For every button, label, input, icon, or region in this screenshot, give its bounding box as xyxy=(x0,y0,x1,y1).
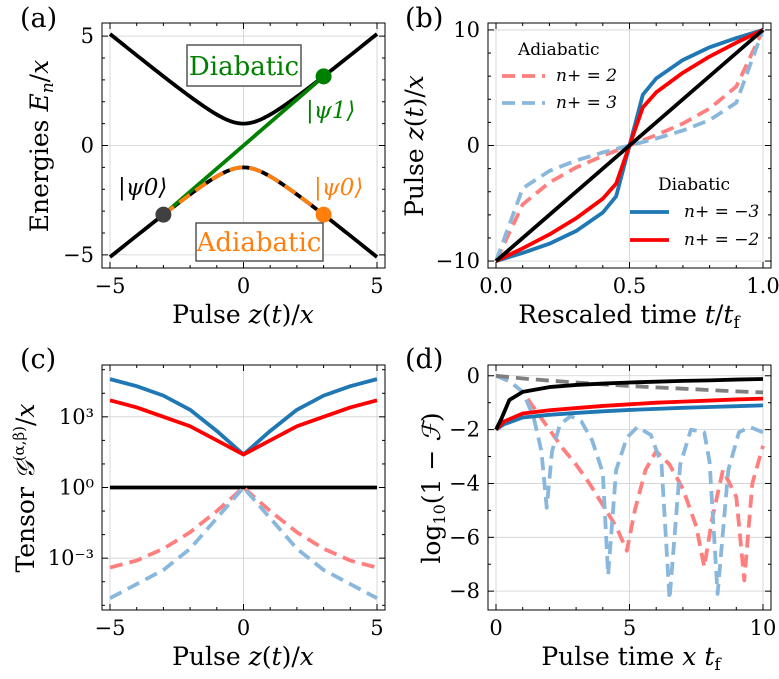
x-tick-label: −5 xyxy=(95,616,126,640)
adiabatic-label: Adiabatic xyxy=(196,228,322,258)
y-tick-label: −6 xyxy=(449,525,480,549)
diabatic-box xyxy=(186,44,302,87)
series-group xyxy=(494,28,765,263)
c-xlabel: Pulse z(t)/x xyxy=(172,642,314,671)
y-tick-label: −8 xyxy=(449,579,480,603)
series-grey-dashed xyxy=(495,373,764,395)
panel-label-a: (a) xyxy=(20,3,57,34)
series-n-3-adiabatic xyxy=(495,374,764,602)
y-tick-label: −2 xyxy=(449,418,480,442)
series-diabatic-path xyxy=(162,74,325,217)
panel-label-b: (b) xyxy=(405,3,443,34)
x-tick-label: 5 xyxy=(370,274,383,298)
x-tick-label: 0.5 xyxy=(613,274,646,298)
legend-diabatic-title: Diabatic xyxy=(658,175,730,195)
panel-c: −5 0 5 10⁻³ 10⁰ 10³ xyxy=(48,364,386,640)
x-tick-label: 0.0 xyxy=(479,274,512,298)
x-tick-label: 10 xyxy=(750,616,777,640)
x-tick-label: 0 xyxy=(237,274,250,298)
panel-label-d: (d) xyxy=(405,344,443,375)
marker-0start xyxy=(155,206,172,223)
x-tick-label: −5 xyxy=(95,274,126,298)
marker-1 xyxy=(315,68,332,85)
psi0-left-label: |ψ0⟩ xyxy=(118,175,167,201)
series-group xyxy=(494,373,765,602)
series-black xyxy=(494,377,764,431)
c-ylabel: Tensor 𝒢(α,β)/x xyxy=(10,403,40,572)
marker-0end xyxy=(315,206,332,223)
legend-adiabatic-title: Adiabatic xyxy=(517,40,600,60)
psi0-right-label: |ψ0⟩ xyxy=(314,175,363,201)
legend-entry-nm3: n+ = −3 xyxy=(684,202,759,222)
series-n-3 xyxy=(109,485,378,600)
y-tick-label: 5 xyxy=(81,24,94,48)
psi1-label: |ψ1⟩ xyxy=(306,98,355,124)
plot-layer: Diabatic Adiabatic |ψ1⟩ |ψ0⟩ |ψ0⟩ −5 0 5 −5 0 5 0.0… xyxy=(48,18,779,640)
x-tick-label: 0 xyxy=(237,616,250,640)
x-tick-label: 5 xyxy=(370,616,383,640)
x-tick-label: 0 xyxy=(489,616,502,640)
series-n-2 xyxy=(109,398,378,457)
panel-label-c: (c) xyxy=(20,344,56,375)
y-tick-label: −4 xyxy=(449,471,480,495)
y-tick-label: 10 xyxy=(453,18,480,42)
d-xlabel: Pulse time x tf xyxy=(541,642,722,675)
y-tick-label: 10⁰ xyxy=(59,476,94,500)
b-ylabel: Pulse z(t)/x xyxy=(400,75,429,217)
y-tick-label: 0 xyxy=(467,364,480,388)
a-ylabel: Energies En/x xyxy=(25,60,58,232)
y-tick-label: 10⁻³ xyxy=(48,546,94,570)
series-upper-level xyxy=(108,32,379,126)
y-tick-label: 0 xyxy=(467,134,480,158)
series-group xyxy=(108,32,379,259)
d-ylabel: log10(1 − ℱ) xyxy=(417,412,449,563)
series-linear xyxy=(494,28,765,263)
y-tick-label: −5 xyxy=(63,243,94,267)
y-tick-label: 10³ xyxy=(59,405,94,429)
panel-b: 0.0 0.5 1.0 −10 0 10 Adiabatic n+ = 2 n+ = 3 Diab… xyxy=(436,18,779,298)
series-n-3-adiabatic xyxy=(494,29,765,262)
legend-entry-n2: n+ = 2 xyxy=(556,66,617,86)
legend-entry-nm2: n+ = −2 xyxy=(684,230,759,250)
series-blue xyxy=(494,403,764,432)
legend-entry-n3: n+ = 3 xyxy=(556,93,617,113)
series-lower-level xyxy=(108,165,379,259)
x-tick-label: 1.0 xyxy=(746,274,779,298)
adiabatic-box xyxy=(195,222,324,262)
series-group xyxy=(109,377,378,600)
panel-d: 0 5 10 0 −2 −4 −6 −8 xyxy=(449,364,776,640)
b-xlabel: Rescaled time t/tf xyxy=(518,300,741,333)
diabatic-label: Diabatic xyxy=(189,52,299,82)
y-tick-label: 0 xyxy=(81,134,94,158)
series-red xyxy=(494,396,764,431)
series-n-2-adiabatic xyxy=(495,374,765,583)
series-n-2 xyxy=(109,485,378,570)
panel-a: Diabatic Adiabatic |ψ1⟩ |ψ0⟩ |ψ0⟩ −5 0 5 −5 0 5 xyxy=(63,22,386,298)
x-tick-label: 5 xyxy=(623,616,636,640)
y-tick-label: −10 xyxy=(436,249,480,273)
a-xlabel: Pulse z(t)/x xyxy=(172,300,314,329)
